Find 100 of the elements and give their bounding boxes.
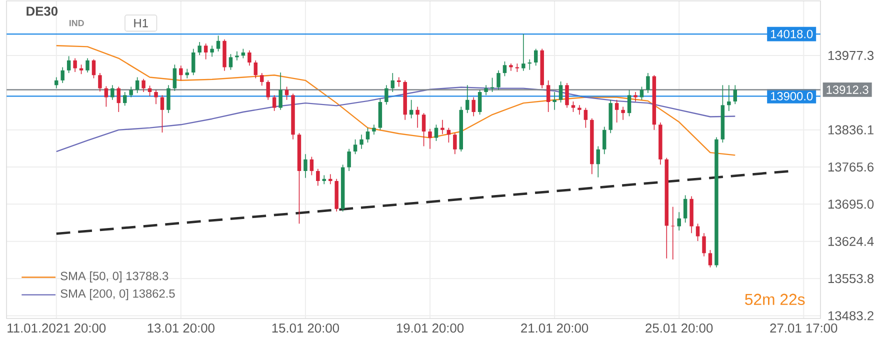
candlestick bbox=[702, 232, 706, 257]
x-tick-label: 21.01 20:00 bbox=[521, 323, 588, 333]
candlestick bbox=[92, 58, 96, 79]
candlestick bbox=[79, 64, 84, 74]
candlestick bbox=[104, 86, 108, 107]
candlestick bbox=[558, 80, 563, 103]
candlestick bbox=[596, 146, 600, 178]
candlestick bbox=[110, 84, 114, 100]
candlestick bbox=[192, 48, 196, 76]
ref-line-label: 13912.3 bbox=[826, 85, 868, 94]
candlestick bbox=[235, 50, 239, 61]
candlestick bbox=[198, 41, 202, 56]
candlestick bbox=[98, 72, 102, 92]
candlestick bbox=[584, 107, 588, 128]
candlestick bbox=[522, 34, 526, 72]
legend-label: SMA [200, 0] 13862.5 bbox=[60, 288, 175, 300]
legend-label: SMA [50, 0] 13788.3 bbox=[60, 271, 168, 282]
candlestick bbox=[696, 223, 700, 242]
candlestick bbox=[640, 86, 644, 100]
candlestick bbox=[565, 82, 569, 108]
x-tick-label: 13.01 20:00 bbox=[148, 323, 214, 333]
candlestick bbox=[154, 89, 158, 104]
candlestick bbox=[347, 148, 351, 172]
x-tick-label: 15.01 20:00 bbox=[272, 323, 340, 333]
y-tick-label: 13977.3 bbox=[828, 50, 874, 60]
candlestick bbox=[384, 84, 388, 105]
candlestick bbox=[708, 249, 712, 268]
candlestick bbox=[142, 78, 146, 92]
x-tick-label: 11.01.2021 20:00 bbox=[8, 323, 106, 333]
candlestick bbox=[683, 194, 688, 223]
chart-title: DE30 bbox=[26, 6, 58, 16]
candlestick bbox=[614, 99, 619, 123]
candlestick bbox=[466, 84, 470, 114]
candlestick bbox=[66, 56, 71, 74]
candlestick bbox=[484, 84, 488, 96]
candlestick bbox=[621, 106, 625, 120]
candlestick bbox=[416, 106, 420, 128]
x-tick-label: 27.01 17:00 bbox=[770, 323, 838, 333]
x-tick-label: 25.01 20:00 bbox=[646, 323, 713, 333]
candlestick bbox=[210, 45, 214, 57]
candlestick bbox=[123, 91, 127, 106]
candlestick bbox=[440, 119, 444, 134]
candlestick bbox=[310, 156, 314, 176]
candlestick bbox=[254, 60, 258, 79]
candlestick bbox=[116, 86, 121, 112]
candlestick bbox=[509, 63, 513, 72]
candlestick bbox=[266, 80, 270, 100]
candlestick bbox=[502, 60, 507, 76]
x-tick-label: 19.01 20:00 bbox=[396, 323, 464, 333]
y-tick-label: 13553.8 bbox=[828, 274, 874, 283]
candlestick bbox=[360, 134, 364, 150]
y-tick-label: 13836.1 bbox=[828, 125, 874, 134]
candlestick bbox=[634, 91, 638, 102]
candlestick bbox=[422, 112, 426, 146]
candlestick bbox=[366, 127, 370, 143]
candlestick bbox=[60, 66, 64, 84]
annotation: 52m 22s bbox=[745, 294, 805, 305]
candlestick bbox=[278, 72, 282, 110]
y-tick-label: 13695.0 bbox=[828, 199, 874, 209]
y-tick-label: 13624.4 bbox=[828, 236, 874, 246]
ref-line-label: 14018.0 bbox=[770, 30, 813, 38]
candlestick bbox=[316, 168, 320, 186]
y-tick-label: 13483.2 bbox=[828, 311, 874, 320]
candlestick bbox=[534, 48, 538, 66]
candlestick bbox=[727, 84, 731, 112]
candlestick bbox=[372, 124, 376, 135]
candlestick bbox=[272, 94, 276, 112]
candlestick bbox=[428, 128, 432, 150]
y-tick-label: 13765.6 bbox=[828, 162, 874, 172]
candlestick bbox=[73, 58, 77, 72]
line-series bbox=[56, 44, 736, 156]
candlestick bbox=[185, 68, 190, 79]
candlestick bbox=[179, 65, 183, 81]
candlestick bbox=[453, 132, 457, 154]
candlestick bbox=[546, 80, 550, 112]
candlestick bbox=[578, 104, 582, 115]
candlestick bbox=[646, 72, 650, 94]
candlestick bbox=[602, 126, 606, 154]
ref-line-label: 13900.0 bbox=[770, 92, 813, 100]
candlestick bbox=[228, 54, 233, 70]
candlestick bbox=[160, 94, 164, 133]
candlestick bbox=[390, 72, 395, 92]
candlestick bbox=[86, 58, 90, 73]
candlestick bbox=[216, 35, 220, 52]
candlestick bbox=[204, 42, 208, 60]
candlestick bbox=[260, 72, 264, 86]
annotation: H1 bbox=[134, 18, 148, 28]
candlestick bbox=[627, 89, 632, 116]
candlestick bbox=[135, 76, 140, 94]
candlestick bbox=[733, 84, 738, 104]
candlestick bbox=[571, 100, 576, 112]
candlestick bbox=[353, 138, 358, 154]
annotation: IND bbox=[70, 20, 84, 26]
candlestick bbox=[434, 124, 438, 142]
candlestick bbox=[472, 96, 476, 116]
candlestick bbox=[552, 91, 556, 110]
candlestick bbox=[496, 70, 500, 90]
candlestick bbox=[304, 154, 308, 178]
candlestick bbox=[129, 86, 133, 98]
candlestick bbox=[166, 84, 170, 114]
